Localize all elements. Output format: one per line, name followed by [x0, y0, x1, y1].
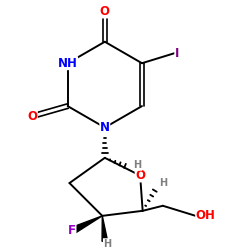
Text: I: I: [175, 46, 179, 60]
Text: NH: NH: [58, 57, 78, 70]
Text: N: N: [100, 121, 110, 134]
Text: F: F: [68, 224, 76, 237]
Text: OH: OH: [196, 209, 216, 222]
Text: H: H: [134, 160, 142, 170]
Polygon shape: [102, 216, 108, 241]
Text: H: H: [103, 238, 112, 248]
Polygon shape: [70, 216, 102, 234]
Text: O: O: [135, 169, 145, 182]
Text: O: O: [27, 110, 37, 123]
Text: O: O: [100, 5, 110, 18]
Text: H: H: [159, 178, 167, 188]
